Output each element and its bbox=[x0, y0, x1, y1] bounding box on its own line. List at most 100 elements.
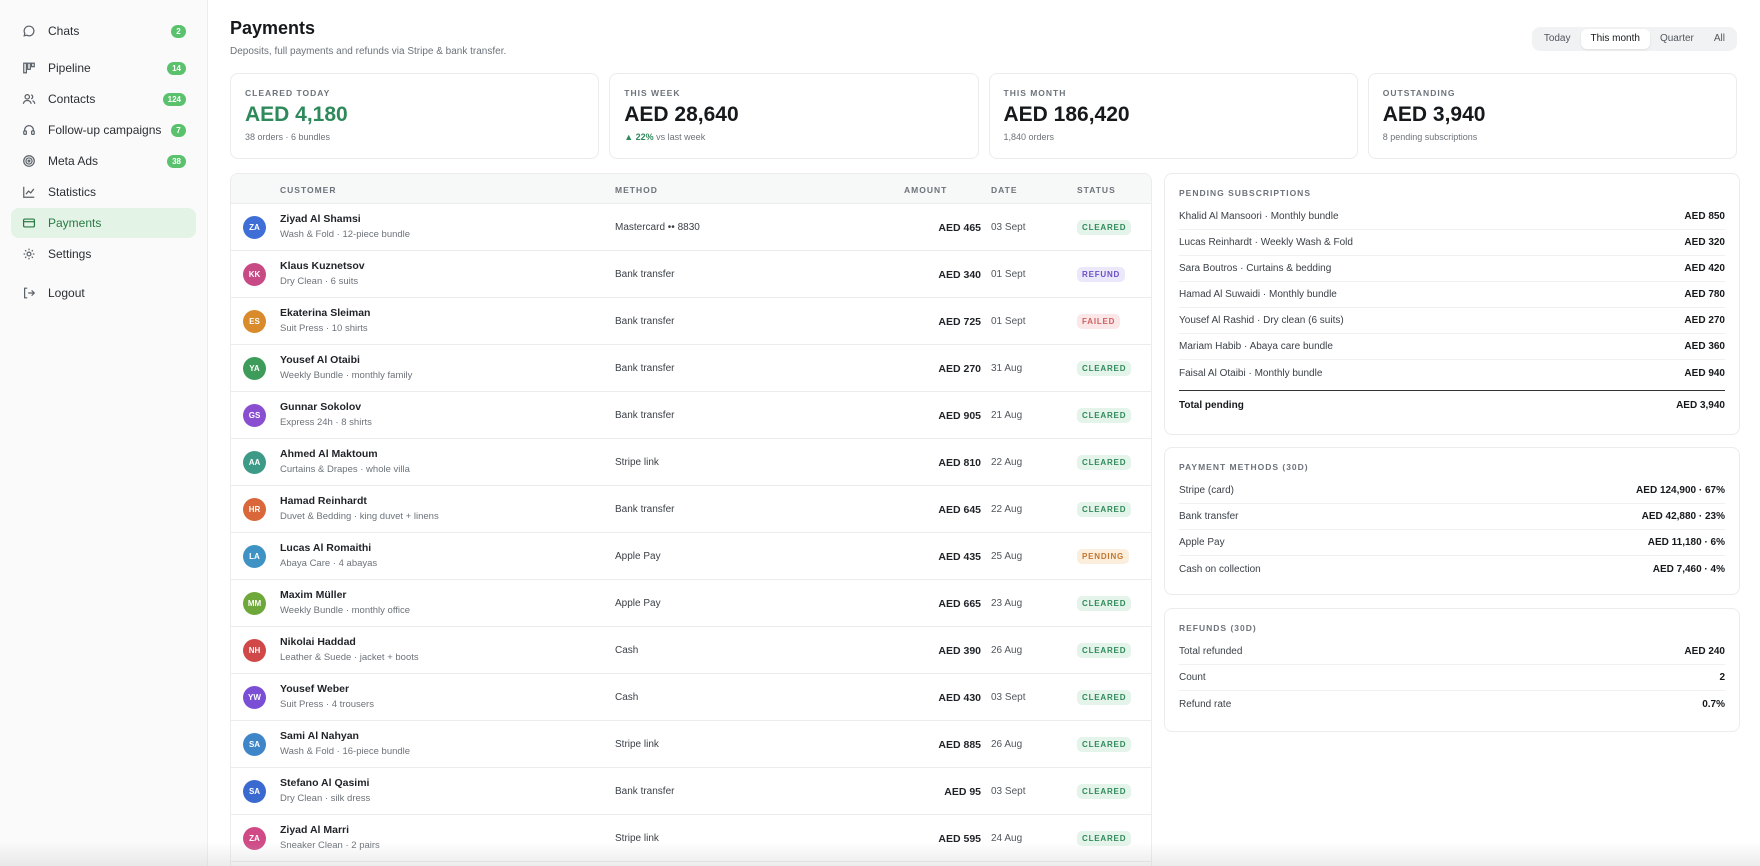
row-value: AED 850 bbox=[1684, 211, 1725, 222]
payment-methods-panel: Payment methods (30d) Stripe (card) AED 1… bbox=[1164, 447, 1740, 595]
table-row[interactable]: ZA Ziyad Al Marri Sneaker Clean · 2 pairs S… bbox=[231, 815, 1151, 862]
row-value: AED 240 bbox=[1684, 646, 1725, 657]
sidebar-item-chats[interactable]: Chats 2 bbox=[11, 16, 196, 46]
customer-service: Wash & Fold · 16-piece bundle bbox=[280, 746, 411, 757]
table-row[interactable]: MM Maxim Müller Weekly Bundle · monthly of… bbox=[231, 580, 1151, 627]
row-value: AED 320 bbox=[1684, 237, 1725, 248]
row-label: Khalid Al Mansoori · Monthly bundle bbox=[1179, 211, 1339, 222]
column-header-amount[interactable]: Amount bbox=[904, 185, 948, 195]
sidebar-item-label: Follow-up campaigns bbox=[48, 123, 162, 137]
table-body: ZA Ziyad Al Shamsi Wash & Fold · 12-piece … bbox=[231, 204, 1151, 862]
row-label: Hamad Al Suwaidi · Monthly bundle bbox=[1179, 289, 1337, 300]
stat-cards: Cleared today AED 4,180 38 orders · 6 bu… bbox=[230, 73, 1737, 159]
payment-method: Bank transfer bbox=[615, 410, 675, 421]
sidebar-item-payments[interactable]: Payments bbox=[11, 208, 196, 238]
table-row[interactable]: YW Yousef Weber Suit Press · 4 trousers Cas… bbox=[231, 674, 1151, 721]
sidebar-item-logout[interactable]: Logout bbox=[11, 278, 196, 308]
status-badge: Cleared bbox=[1077, 502, 1132, 517]
payment-method: Stripe link bbox=[615, 457, 659, 468]
refund-stat-row: Total refunded AED 240 bbox=[1179, 639, 1725, 665]
sidebar-item-contacts[interactable]: Contacts 124 bbox=[11, 84, 196, 114]
table-row[interactable]: ES Ekaterina Sleiman Suit Press · 10 shirt… bbox=[231, 298, 1151, 345]
table-row[interactable]: AA Ahmed Al Maktoum Curtains & Drapes · wh… bbox=[231, 439, 1151, 486]
row-label: Refund rate bbox=[1179, 698, 1232, 710]
customer-name: Lucas Al Romaithi bbox=[280, 542, 372, 554]
stat-note-text: vs last week bbox=[653, 132, 706, 142]
amount: AED 665 bbox=[938, 598, 981, 610]
date: 24 Aug bbox=[991, 833, 1023, 844]
amount: AED 390 bbox=[938, 645, 981, 657]
range-this-month-button[interactable]: This month bbox=[1580, 29, 1650, 49]
sidebar-item-label: Meta Ads bbox=[48, 154, 99, 168]
avatar: ES bbox=[243, 310, 266, 333]
column-header-method[interactable]: Method bbox=[615, 185, 658, 195]
stat-value: AED 3,940 bbox=[1382, 103, 1486, 126]
amount: AED 430 bbox=[938, 692, 981, 704]
pending-subscription-row: Lucas Reinhardt · Weekly Wash & Fold AED … bbox=[1179, 230, 1725, 256]
credit-card-icon bbox=[21, 215, 37, 231]
row-value: AED 940 bbox=[1684, 367, 1725, 379]
refund-stat-row: Count 2 bbox=[1179, 665, 1725, 691]
status-badge: Cleared bbox=[1077, 643, 1132, 658]
row-label: Stripe (card) bbox=[1179, 485, 1235, 496]
stat-label: This week bbox=[624, 88, 681, 98]
avatar: LA bbox=[243, 545, 266, 568]
table-row[interactable]: SA Stefano Al Qasimi Dry Clean · silk dres… bbox=[231, 768, 1151, 815]
table-row[interactable]: LA Lucas Al Romaithi Abaya Care · 4 abayas… bbox=[231, 533, 1151, 580]
sidebar-item-label: Contacts bbox=[48, 92, 96, 106]
users-icon bbox=[21, 91, 37, 107]
sidebar-item-meta-ads[interactable]: Meta Ads 38 bbox=[11, 146, 196, 176]
range-quarter-button[interactable]: Quarter bbox=[1659, 33, 1694, 44]
amount: AED 810 bbox=[938, 457, 981, 469]
payment-methods-list: Stripe (card) AED 124,900 · 67% Bank trans… bbox=[1179, 478, 1725, 582]
pending-subscription-row: Mariam Habib · Abaya care bundle AED 360 bbox=[1179, 334, 1725, 360]
sidebar-item-statistics[interactable]: Statistics bbox=[11, 177, 196, 207]
table-row[interactable]: NH Nikolai Haddad Leather & Suede · jacket… bbox=[231, 627, 1151, 674]
row-value: AED 780 bbox=[1684, 289, 1725, 300]
range-today-button[interactable]: Today bbox=[1543, 33, 1571, 44]
table-row[interactable]: KK Klaus Kuznetsov Dry Clean · 6 suits Bank… bbox=[231, 251, 1151, 298]
panel-title: Payment methods (30d) bbox=[1179, 462, 1309, 472]
date: 31 Aug bbox=[991, 363, 1023, 374]
row-value: AED 124,900 · 67% bbox=[1636, 485, 1725, 496]
table-row[interactable]: SA Sami Al Nahyan Wash & Fold · 16-piece b… bbox=[231, 721, 1151, 768]
payment-method: Bank transfer bbox=[615, 316, 675, 327]
avatar: HR bbox=[243, 498, 266, 521]
customer-service: Sneaker Clean · 2 pairs bbox=[280, 840, 380, 851]
pending-subscriptions-list: Khalid Al Mansoori · Monthly bundle AED 8… bbox=[1179, 204, 1725, 386]
stat-note: 1,840 orders bbox=[1003, 132, 1055, 142]
sidebar-item-settings[interactable]: Settings bbox=[11, 239, 196, 269]
date: 26 Aug bbox=[991, 645, 1023, 656]
status-badge: Cleared bbox=[1077, 784, 1132, 799]
amount: AED 885 bbox=[938, 739, 981, 751]
payment-method: Bank transfer bbox=[615, 504, 675, 515]
date: 03 Sept bbox=[991, 692, 1026, 703]
avatar: NH bbox=[243, 639, 266, 662]
date-range-toggle: Today This month Quarter All bbox=[1531, 27, 1737, 51]
row-label: Count bbox=[1179, 672, 1206, 683]
avatar: ZA bbox=[243, 827, 266, 850]
row-value: AED 42,880 · 23% bbox=[1641, 511, 1725, 522]
table-row[interactable]: HR Hamad Reinhardt Duvet & Bedding · king … bbox=[231, 486, 1151, 533]
status-badge: Cleared bbox=[1077, 408, 1132, 423]
payment-method: Bank transfer bbox=[615, 269, 675, 280]
customer-name: Yousef Weber bbox=[280, 683, 350, 695]
status-badge: Cleared bbox=[1077, 831, 1132, 846]
customer-service: Suit Press · 4 trousers bbox=[280, 699, 374, 710]
count-badge: 38 bbox=[167, 154, 186, 168]
sidebar-item-pipeline[interactable]: Pipeline 14 bbox=[11, 53, 196, 83]
row-value: AED 11,180 · 6% bbox=[1647, 537, 1725, 548]
customer-name: Ziyad Al Marri bbox=[280, 824, 350, 836]
customer-service: Weekly Bundle · monthly office bbox=[280, 605, 411, 616]
sidebar-item-follow-up-campaigns[interactable]: Follow-up campaigns 7 bbox=[11, 115, 196, 145]
column-header-status[interactable]: Status bbox=[1077, 185, 1116, 195]
table-row[interactable]: YA Yousef Al Otaibi Weekly Bundle · monthl… bbox=[231, 345, 1151, 392]
range-all-button[interactable]: All bbox=[1713, 33, 1725, 44]
column-header-customer[interactable]: Customer bbox=[280, 185, 337, 195]
table-row[interactable]: GS Gunnar Sokolov Express 24h · 8 shirts Ba… bbox=[231, 392, 1151, 439]
stat-value: AED 186,420 bbox=[1003, 103, 1130, 126]
table-row[interactable]: ZA Ziyad Al Shamsi Wash & Fold · 12-piece … bbox=[231, 204, 1151, 251]
column-header-date[interactable]: Date bbox=[991, 185, 1018, 195]
stat-card-this-month: This month AED 186,420 1,840 orders bbox=[988, 73, 1358, 159]
status-badge: Cleared bbox=[1077, 455, 1132, 470]
